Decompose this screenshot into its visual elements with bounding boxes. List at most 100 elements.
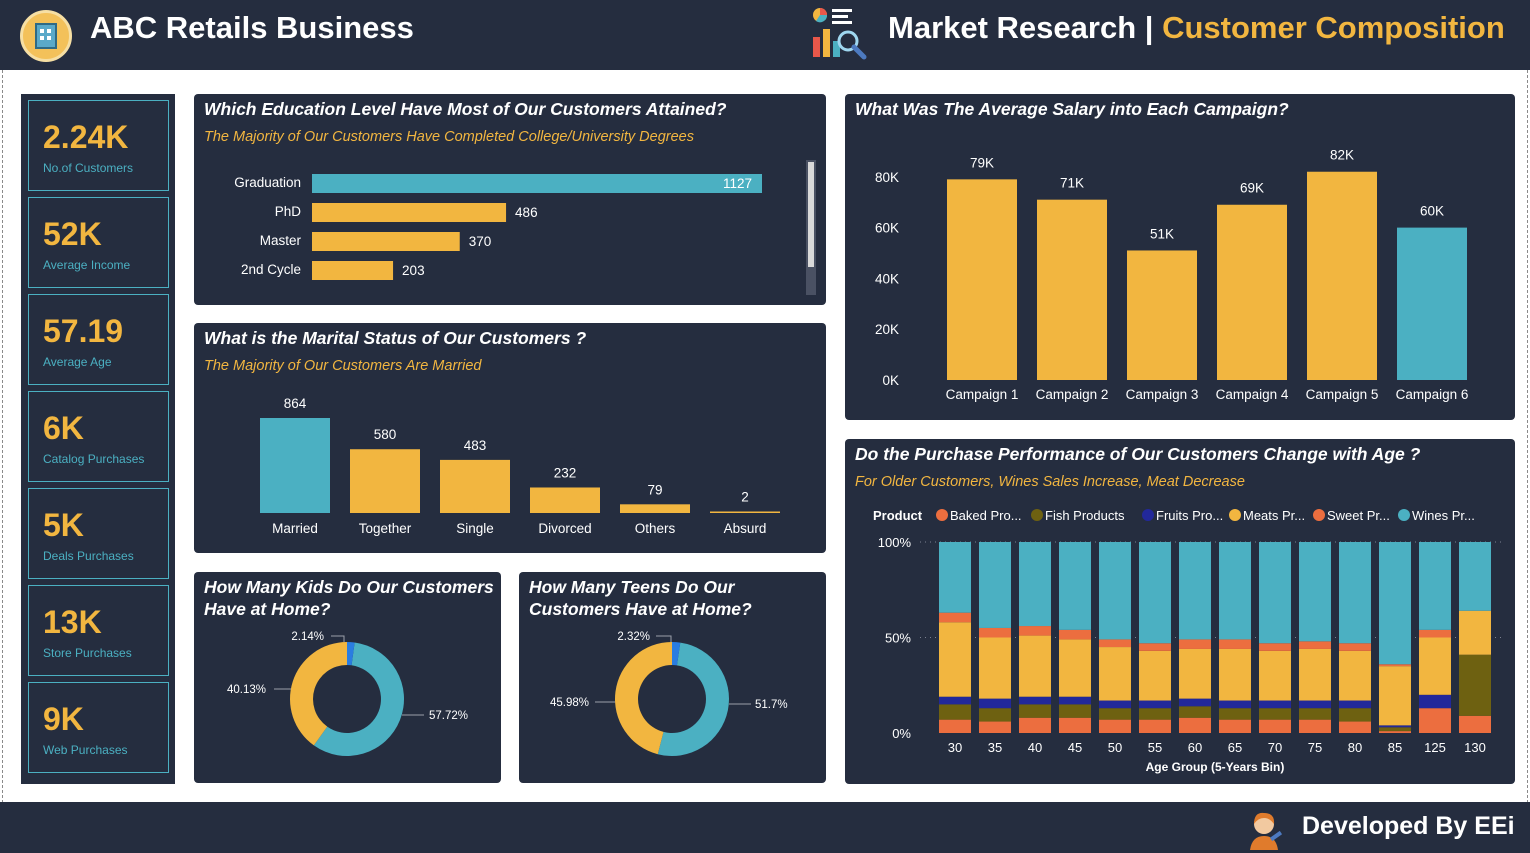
y-tick-label: 100% — [878, 535, 912, 550]
data-label: 79K — [970, 155, 994, 170]
stacked-segment — [1099, 639, 1131, 648]
marital-panel: What is the Marital Status of Our Custom… — [194, 323, 826, 553]
bar — [350, 449, 420, 513]
data-label: 82K — [1330, 148, 1354, 163]
age-chart: Product Baked Pro... Fish Products Fruits P… — [873, 508, 1505, 774]
category-label: Married — [272, 521, 318, 536]
stacked-segment — [1179, 648, 1211, 699]
age-panel: Do the Purchase Performance of Our Custo… — [845, 439, 1515, 784]
bar — [312, 232, 460, 251]
bar — [620, 504, 690, 513]
y-tick-label: 80K — [875, 170, 899, 185]
stacked-segment — [1259, 643, 1291, 651]
donut-slice — [313, 642, 404, 756]
stacked-segment — [1339, 650, 1371, 701]
kpi-label: No.of Customers — [43, 161, 134, 175]
stacked-segment — [1099, 542, 1131, 640]
panel-title: Which Education Level Have Most of Our C… — [204, 99, 727, 119]
stacked-segment — [939, 622, 971, 697]
legend-title: Product — [873, 508, 923, 523]
stacked-segment — [1219, 648, 1251, 701]
x-tick-label: 125 — [1424, 740, 1446, 755]
panel-subtitle: For Older Customers, Wines Sales Increas… — [855, 474, 1245, 490]
x-tick-label: 70 — [1268, 740, 1282, 755]
stacked-segment — [1299, 700, 1331, 709]
y-tick-label: 0K — [882, 373, 899, 388]
stacked-segment — [979, 698, 1011, 709]
stacked-segment — [1139, 643, 1171, 651]
stacked-segment — [1379, 727, 1411, 732]
category-label: Graduation — [234, 175, 301, 190]
x-tick-label: 65 — [1228, 740, 1242, 755]
bar — [1217, 204, 1287, 380]
bar — [947, 179, 1017, 380]
donut-slice — [672, 642, 681, 666]
title-line-1: How Many Kids Do Our Customers — [204, 577, 494, 597]
panel-title: What is the Marital Status of Our Custom… — [204, 328, 587, 348]
kpi-column: 2.24K No.of Customers 52K Average Income… — [21, 94, 175, 784]
x-tick-label: 45 — [1068, 740, 1082, 755]
kpi-income: 52K Average Income — [28, 197, 169, 288]
bar — [1307, 171, 1377, 380]
stacked-segment — [979, 708, 1011, 722]
stacked-segment — [1339, 700, 1371, 709]
y-tick-label: 60K — [875, 221, 899, 236]
data-label: 40.13% — [227, 684, 266, 696]
stacked-segment — [1259, 708, 1291, 720]
category-label: Others — [635, 521, 676, 536]
stacked-segment — [979, 542, 1011, 628]
data-label: 580 — [374, 427, 397, 442]
category-label: PhD — [275, 204, 302, 219]
stacked-segment — [1419, 629, 1451, 638]
stacked-segment — [979, 627, 1011, 638]
stacked-segment — [1419, 637, 1451, 695]
data-label: 79 — [647, 482, 662, 497]
stacked-segment — [1099, 700, 1131, 709]
stacked-segment — [939, 719, 971, 733]
legend-label: Fish Products — [1045, 508, 1125, 523]
legend-marker — [1142, 509, 1154, 521]
category-label: Campaign 6 — [1396, 387, 1469, 402]
x-tick-label: 85 — [1388, 740, 1402, 755]
kpi-age: 57.19 Average Age — [28, 294, 169, 385]
stacked-segment — [1179, 698, 1211, 707]
stacked-segment — [1419, 542, 1451, 630]
data-label: 51.7% — [755, 699, 788, 711]
legend-label: Baked Pro... — [950, 508, 1022, 523]
stacked-segment — [1059, 639, 1091, 697]
stacked-segment — [1059, 717, 1091, 733]
kpi-label: Web Purchases — [43, 743, 128, 757]
kpi-catalog: 6K Catalog Purchases — [28, 391, 169, 482]
data-label: 232 — [554, 465, 577, 480]
kpi-label: Catalog Purchases — [43, 452, 145, 466]
stacked-segment — [1179, 717, 1211, 733]
category-label: Campaign 2 — [1036, 387, 1109, 402]
stacked-segment — [939, 612, 971, 623]
category-label: Divorced — [538, 521, 591, 536]
stacked-segment — [1259, 719, 1291, 733]
x-tick-label: 60 — [1188, 740, 1202, 755]
category-label: Absurd — [724, 521, 767, 536]
stacked-segment — [1379, 542, 1411, 665]
stacked-segment — [1379, 664, 1411, 667]
stacked-segment — [1419, 694, 1451, 709]
kpi-value: 57.19 — [43, 313, 124, 349]
x-tick-label: 130 — [1464, 740, 1486, 755]
stacked-segment — [1179, 639, 1211, 649]
data-label: 203 — [402, 263, 425, 278]
stacked-segment — [1099, 647, 1131, 701]
x-tick-label: 30 — [948, 740, 962, 755]
y-tick-label: 20K — [875, 322, 899, 337]
legend-label: Fruits Pro... — [1156, 508, 1223, 523]
scrollbar-thumb[interactable] — [808, 162, 814, 267]
stacked-segment — [1019, 635, 1051, 697]
stacked-segment — [939, 696, 971, 705]
panel-subtitle: The Majority of Our Customers Are Marrie… — [204, 358, 482, 374]
data-label: 2.14% — [291, 631, 324, 643]
category-label: Campaign 5 — [1306, 387, 1379, 402]
stacked-segment — [1339, 643, 1371, 651]
legend-marker — [1229, 509, 1241, 521]
salary-panel: What Was The Average Salary into Each Ca… — [845, 94, 1515, 420]
kpi-deals: 5K Deals Purchases — [28, 488, 169, 579]
